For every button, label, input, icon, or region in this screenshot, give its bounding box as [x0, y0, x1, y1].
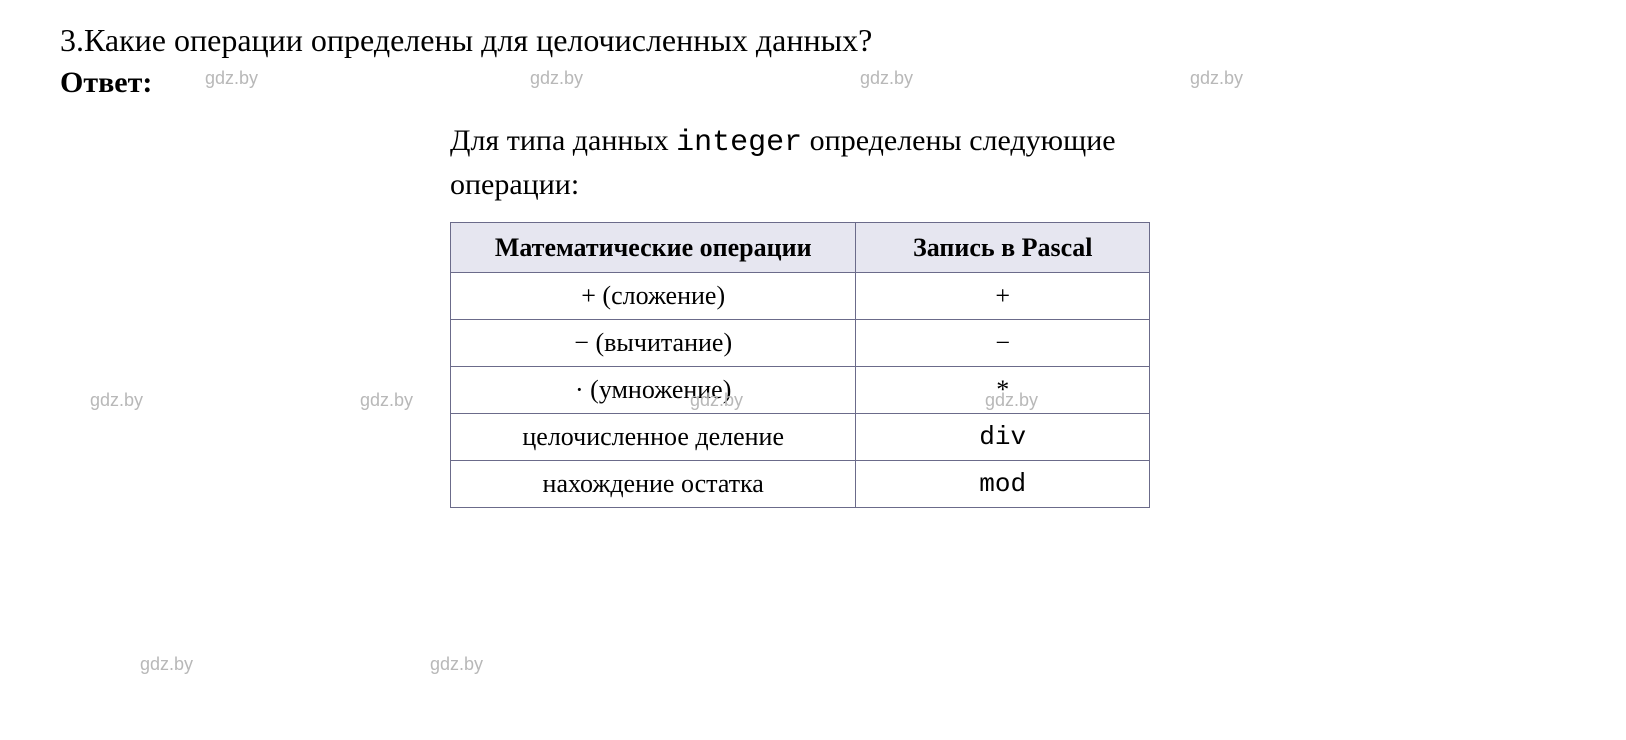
pascal-cell: * — [856, 367, 1150, 414]
pascal-cell: mod — [856, 461, 1150, 508]
table-row: − (вычитание) − — [451, 320, 1150, 367]
op-cell: · (умножение) — [451, 367, 856, 414]
op-cell: − (вычитание) — [451, 320, 856, 367]
table-row: + (сложение) + — [451, 273, 1150, 320]
op-cell: целочисленное деление — [451, 414, 856, 461]
answer-label: Ответ: — [60, 66, 1566, 100]
content-area: Для типа данных integer опре­делены след… — [450, 120, 1150, 509]
table-header-row: Математические операции Запись в Pascal — [451, 222, 1150, 273]
table-row: целочисленное деление div — [451, 414, 1150, 461]
intro-text: Для типа данных integer опре­делены след… — [450, 120, 1150, 206]
op-cell: + (сложение) — [451, 273, 856, 320]
watermark: gdz.by — [430, 654, 483, 675]
intro-prefix: Для типа данных — [450, 124, 676, 157]
operations-table: Математические операции Запись в Pascal … — [450, 222, 1150, 509]
pascal-cell: + — [856, 273, 1150, 320]
intro-code: integer — [676, 126, 802, 160]
table-header-op: Математические операции — [451, 222, 856, 273]
table-row: · (умножение) * — [451, 367, 1150, 414]
pascal-cell: div — [856, 414, 1150, 461]
table-row: нахождение остатка mod — [451, 461, 1150, 508]
op-cell: нахождение остатка — [451, 461, 856, 508]
question-body: Какие операции определены для целочислен… — [84, 22, 872, 58]
table-header-pascal: Запись в Pascal — [856, 222, 1150, 273]
watermark: gdz.by — [360, 390, 413, 411]
question-number: 3. — [60, 22, 84, 58]
watermark: gdz.by — [90, 390, 143, 411]
page-wrapper: 3.Какие операции определены для целочисл… — [60, 20, 1566, 720]
pascal-cell: − — [856, 320, 1150, 367]
question-text: 3.Какие операции определены для целочисл… — [60, 20, 1566, 62]
watermark: gdz.by — [140, 654, 193, 675]
